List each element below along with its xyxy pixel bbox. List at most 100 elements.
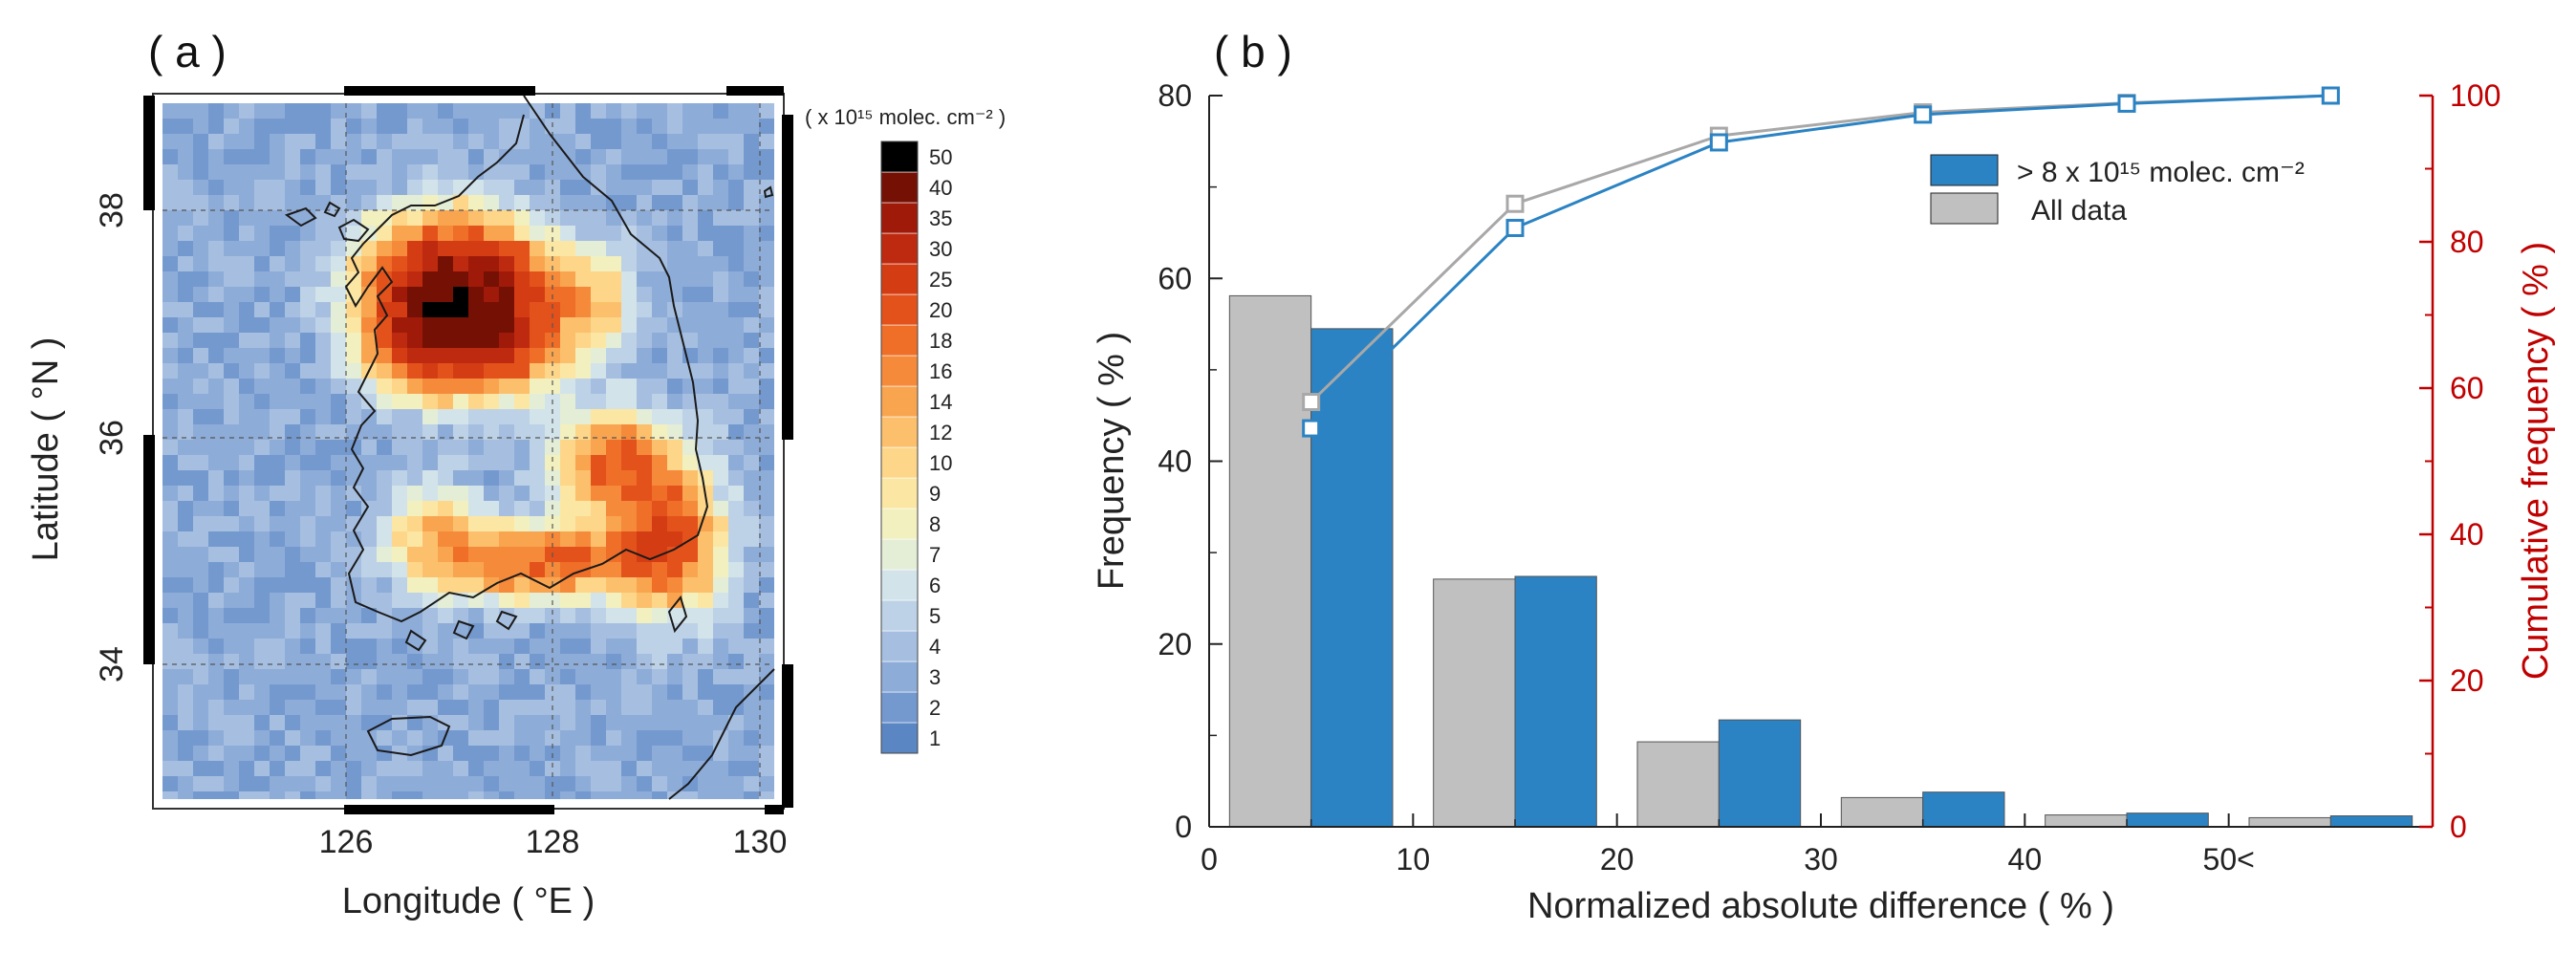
heatmap-cell bbox=[361, 562, 378, 578]
heatmap-cell bbox=[606, 287, 622, 303]
heatmap-cell bbox=[484, 271, 500, 288]
heatmap-cell bbox=[744, 593, 760, 609]
heatmap-cell bbox=[637, 134, 653, 150]
heatmap-cell bbox=[407, 333, 423, 349]
heatmap-cell bbox=[438, 210, 454, 227]
heatmap-cell bbox=[453, 531, 469, 548]
heatmap-cell bbox=[560, 639, 576, 655]
heatmap-cell bbox=[422, 684, 439, 701]
colorbar-label-10: 10 bbox=[929, 451, 952, 475]
heatmap-cell bbox=[407, 715, 423, 731]
heatmap-cell bbox=[591, 791, 607, 799]
heatmap-cell bbox=[698, 287, 714, 303]
heatmap-cell bbox=[438, 180, 454, 196]
heatmap-cell bbox=[270, 669, 286, 685]
heatmap-cell bbox=[468, 241, 485, 257]
panel-a: ( a ) bbox=[26, 27, 1006, 921]
heatmap-cell bbox=[713, 470, 729, 487]
heatmap-cell bbox=[637, 271, 653, 288]
heatmap-cell bbox=[377, 669, 393, 685]
heatmap-cell bbox=[346, 149, 362, 165]
heatmap-cell bbox=[193, 333, 209, 349]
heatmap-cell bbox=[652, 562, 668, 578]
heatmap-cell bbox=[208, 547, 225, 563]
heatmap-cell bbox=[530, 440, 546, 456]
heatmap-cell bbox=[713, 424, 729, 441]
heatmap-cell bbox=[346, 639, 362, 655]
heatmap-cell bbox=[331, 593, 347, 609]
heatmap-cell bbox=[453, 180, 469, 196]
heatmap-cell bbox=[346, 226, 362, 242]
heatmap-cell bbox=[270, 210, 286, 227]
heatmap-cell bbox=[315, 746, 332, 762]
heatmap-cell bbox=[315, 149, 332, 165]
heatmap-cell bbox=[545, 761, 561, 777]
heatmap-cell bbox=[224, 501, 240, 517]
heatmap-cell bbox=[178, 379, 194, 395]
heatmap-cell bbox=[270, 164, 286, 181]
heatmap-cell bbox=[392, 440, 408, 456]
heatmap-cell bbox=[499, 226, 515, 242]
heatmap-cell bbox=[453, 348, 469, 364]
heatmap-cell bbox=[331, 348, 347, 364]
heatmap-cell bbox=[545, 379, 561, 395]
heatmap-cell bbox=[530, 654, 546, 670]
heatmap-cell bbox=[514, 195, 530, 211]
heatmap-cell bbox=[514, 302, 530, 318]
heatmap-cell bbox=[468, 516, 485, 532]
heatmap-cell bbox=[438, 761, 454, 777]
heatmap-cell bbox=[744, 715, 760, 731]
heatmap-cell bbox=[331, 700, 347, 716]
heatmap-cell bbox=[270, 501, 286, 517]
heatmap-cell bbox=[300, 531, 316, 548]
heatmap-cell bbox=[468, 470, 485, 487]
heatmap-cell bbox=[484, 715, 500, 731]
heatmap-cell bbox=[254, 440, 271, 456]
heatmap-cell bbox=[621, 333, 638, 349]
heatmap-cell bbox=[453, 669, 469, 685]
heatmap-cell bbox=[270, 730, 286, 747]
heatmap-cell bbox=[713, 639, 729, 655]
heatmap-cell bbox=[300, 577, 316, 594]
heatmap-cell bbox=[422, 302, 439, 318]
heatmap-cell bbox=[377, 210, 393, 227]
heatmap-cell bbox=[208, 639, 225, 655]
heatmap-cell bbox=[606, 455, 622, 471]
heatmap-cell bbox=[178, 149, 194, 165]
heatmap-cell bbox=[591, 271, 607, 288]
heatmap-cell bbox=[682, 440, 699, 456]
colorbar-label-2: 2 bbox=[929, 696, 941, 720]
heatmap-cell bbox=[560, 226, 576, 242]
heatmap-cell bbox=[208, 256, 225, 272]
heatmap-cell bbox=[744, 440, 760, 456]
heatmap-cell bbox=[468, 134, 485, 150]
heatmap-cell bbox=[591, 470, 607, 487]
heatmap-cell bbox=[178, 608, 194, 624]
heatmap-cell bbox=[606, 241, 622, 257]
heatmap-cell bbox=[361, 394, 378, 410]
heatmap-cell bbox=[759, 455, 774, 471]
heatmap-cell bbox=[208, 379, 225, 395]
heatmap-cell bbox=[514, 547, 530, 563]
heatmap-cell bbox=[575, 256, 592, 272]
heatmap-cell bbox=[652, 501, 668, 517]
heatmap-cell bbox=[239, 761, 255, 777]
colorbar-swatch-6 bbox=[880, 569, 919, 601]
heatmap-cell bbox=[637, 409, 653, 425]
heatmap-cell bbox=[331, 103, 347, 119]
heatmap-cell bbox=[453, 119, 469, 135]
heatmap-cell bbox=[178, 791, 194, 799]
heatmap-cell bbox=[560, 256, 576, 272]
heatmap-cell bbox=[514, 715, 530, 731]
heatmap-cell bbox=[667, 287, 683, 303]
heatmap-cell bbox=[560, 317, 576, 334]
heatmap-cell bbox=[637, 700, 653, 716]
colorbar-swatches bbox=[880, 141, 919, 754]
heatmap-cell bbox=[468, 149, 485, 165]
heatmap-cell bbox=[759, 394, 774, 410]
heatmap-cell bbox=[621, 440, 638, 456]
heatmap-cell bbox=[270, 562, 286, 578]
heatmap-cell bbox=[682, 287, 699, 303]
heatmap-cell bbox=[637, 226, 653, 242]
heatmap-cell bbox=[270, 409, 286, 425]
